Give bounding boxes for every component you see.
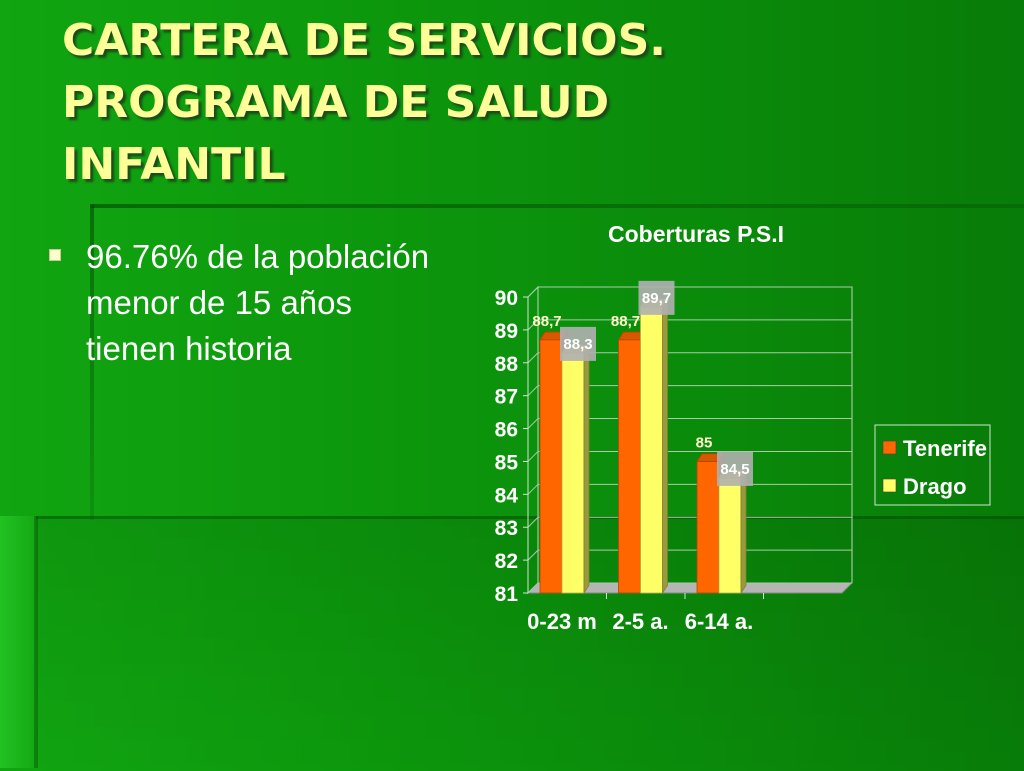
y-tick-label: 86 (495, 419, 518, 442)
legend-swatch (882, 440, 897, 455)
bar-drago (561, 352, 585, 594)
coverage-chart: Coberturas P.S.I 81 82 83 84 85 86 87 88 89 90 88,… (495, 221, 991, 634)
gridline (527, 286, 852, 298)
decorative-line (34, 516, 38, 768)
decorative-panel (0, 516, 36, 768)
bullet-text: 96.76% de la población menor de 15 años … (86, 238, 430, 367)
y-tick-label: 84 (495, 484, 519, 507)
y-tick-label: 88 (495, 353, 519, 376)
gridline (527, 450, 852, 462)
bar-side-face (583, 343, 590, 595)
gridline (527, 418, 852, 429)
bar-side-face (662, 297, 668, 595)
data-label-box (560, 326, 596, 361)
y-tick-label: 85 (495, 451, 519, 474)
legend-box (874, 424, 991, 506)
y-tick-label: 87 (495, 386, 518, 409)
chart-title: Coberturas P.S.I (608, 221, 784, 247)
data-label: 84,5 (720, 461, 749, 478)
decorative-line (90, 204, 1024, 208)
y-tick-label: 81 (495, 583, 519, 606)
gridline (527, 319, 852, 331)
slide-title-line: PROGRAMA DE SALUD (62, 77, 610, 128)
x-tick-label: 0-23 m (527, 609, 597, 634)
bar-tenerife (618, 339, 641, 594)
gridline (527, 549, 852, 561)
data-label: 88,7 (532, 313, 561, 330)
gridline (527, 352, 852, 364)
bar-side-face (740, 468, 747, 595)
bar-drago (640, 306, 663, 594)
x-tick-label: 2-5 a. (612, 609, 668, 634)
y-tick-label: 90 (495, 287, 518, 310)
data-label: 89,7 (642, 290, 671, 307)
y-tick-label: 89 (495, 320, 518, 343)
bar-tenerife (696, 461, 720, 594)
bullet-square-icon (49, 249, 61, 261)
x-tick-label: 6-14 a. (685, 609, 754, 634)
data-label: 88,3 (563, 336, 592, 353)
y-tick-label: 82 (495, 550, 518, 573)
data-label: 88,7 (611, 313, 640, 330)
gridline (527, 582, 852, 594)
legend-label: Drago (903, 474, 967, 499)
y-tick-label: 83 (495, 517, 518, 540)
data-label-box (717, 451, 753, 486)
data-label-box (638, 280, 675, 315)
gridline (527, 385, 852, 397)
legend-label: Tenerife (903, 436, 987, 461)
decorative-line (90, 204, 94, 520)
bar-drago (718, 477, 742, 594)
data-label: 85 (696, 434, 713, 451)
slide-title-line: CARTERA DE SERVICIOS. (62, 15, 666, 66)
slide-title-line: INFANTIL (62, 139, 286, 190)
bar-tenerife (539, 339, 563, 594)
legend-swatch (882, 478, 897, 493)
gridline (527, 516, 852, 528)
slide-title: CARTERA DE SERVICIOS. PROGRAMA DE SALUD … (62, 10, 942, 196)
plot-side-wall (527, 285, 539, 595)
